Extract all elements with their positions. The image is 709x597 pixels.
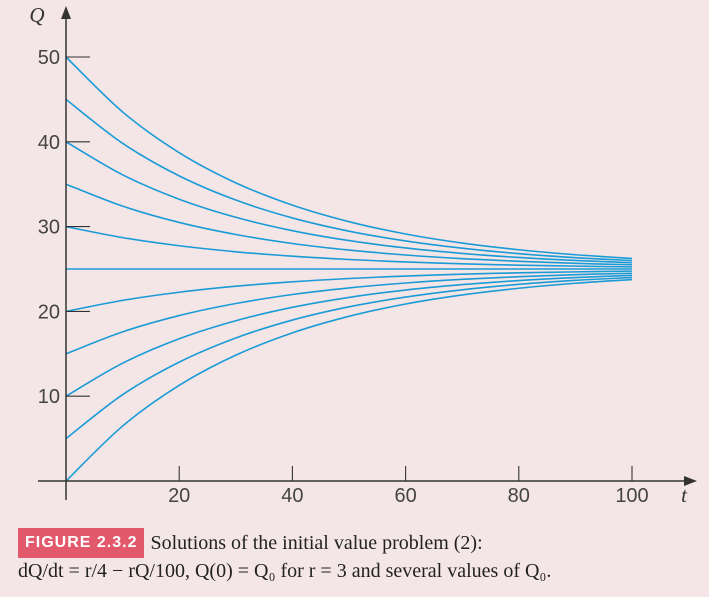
x-tick-label: 20	[168, 485, 190, 507]
ticks: 20 40 60 80 100 10 20 30 40 50	[38, 47, 649, 507]
caption-line-2: dQ/dt = r/4 − rQ/100, Q(0) = Q₀ for r = …	[18, 560, 552, 582]
solution-curve-7	[65, 270, 633, 313]
x-tick-label: 60	[394, 485, 416, 507]
axes	[38, 6, 697, 500]
figure-label: FIGURE 2.3.2	[18, 528, 145, 558]
solution-curve-10	[65, 276, 633, 440]
x-tick-label: 40	[281, 485, 303, 507]
solution-curve-8	[65, 272, 633, 355]
solution-curve-9	[65, 274, 633, 397]
x-tick-label: 80	[508, 485, 530, 507]
solution-curves	[65, 56, 633, 482]
x-axis-arrow	[684, 476, 697, 486]
solution-curves-chart: 20 40 60 80 100 10 20 30 40 50 Q t	[29, 3, 697, 507]
y-tick-label: 50	[38, 47, 60, 69]
solution-curve-2	[65, 98, 633, 262]
solution-curve-3	[65, 141, 633, 264]
y-tick-label: 20	[38, 301, 60, 323]
x-axis-label: t	[681, 483, 688, 507]
solution-curve-1	[65, 56, 633, 260]
y-tick-label: 40	[38, 132, 60, 154]
figure-caption: FIGURE 2.3.2 Solutions of the initial val…	[18, 528, 698, 585]
caption-line-1: Solutions of the initial value problem (…	[150, 532, 483, 554]
y-tick-label: 30	[38, 217, 60, 239]
y-tick-label: 10	[38, 386, 60, 408]
solution-curve-4	[65, 183, 633, 266]
y-axis-label: Q	[29, 3, 44, 27]
y-axis-arrow	[61, 6, 71, 19]
solution-curve-11	[65, 278, 633, 482]
solution-curve-5	[65, 225, 633, 268]
x-tick-label: 100	[615, 485, 648, 507]
